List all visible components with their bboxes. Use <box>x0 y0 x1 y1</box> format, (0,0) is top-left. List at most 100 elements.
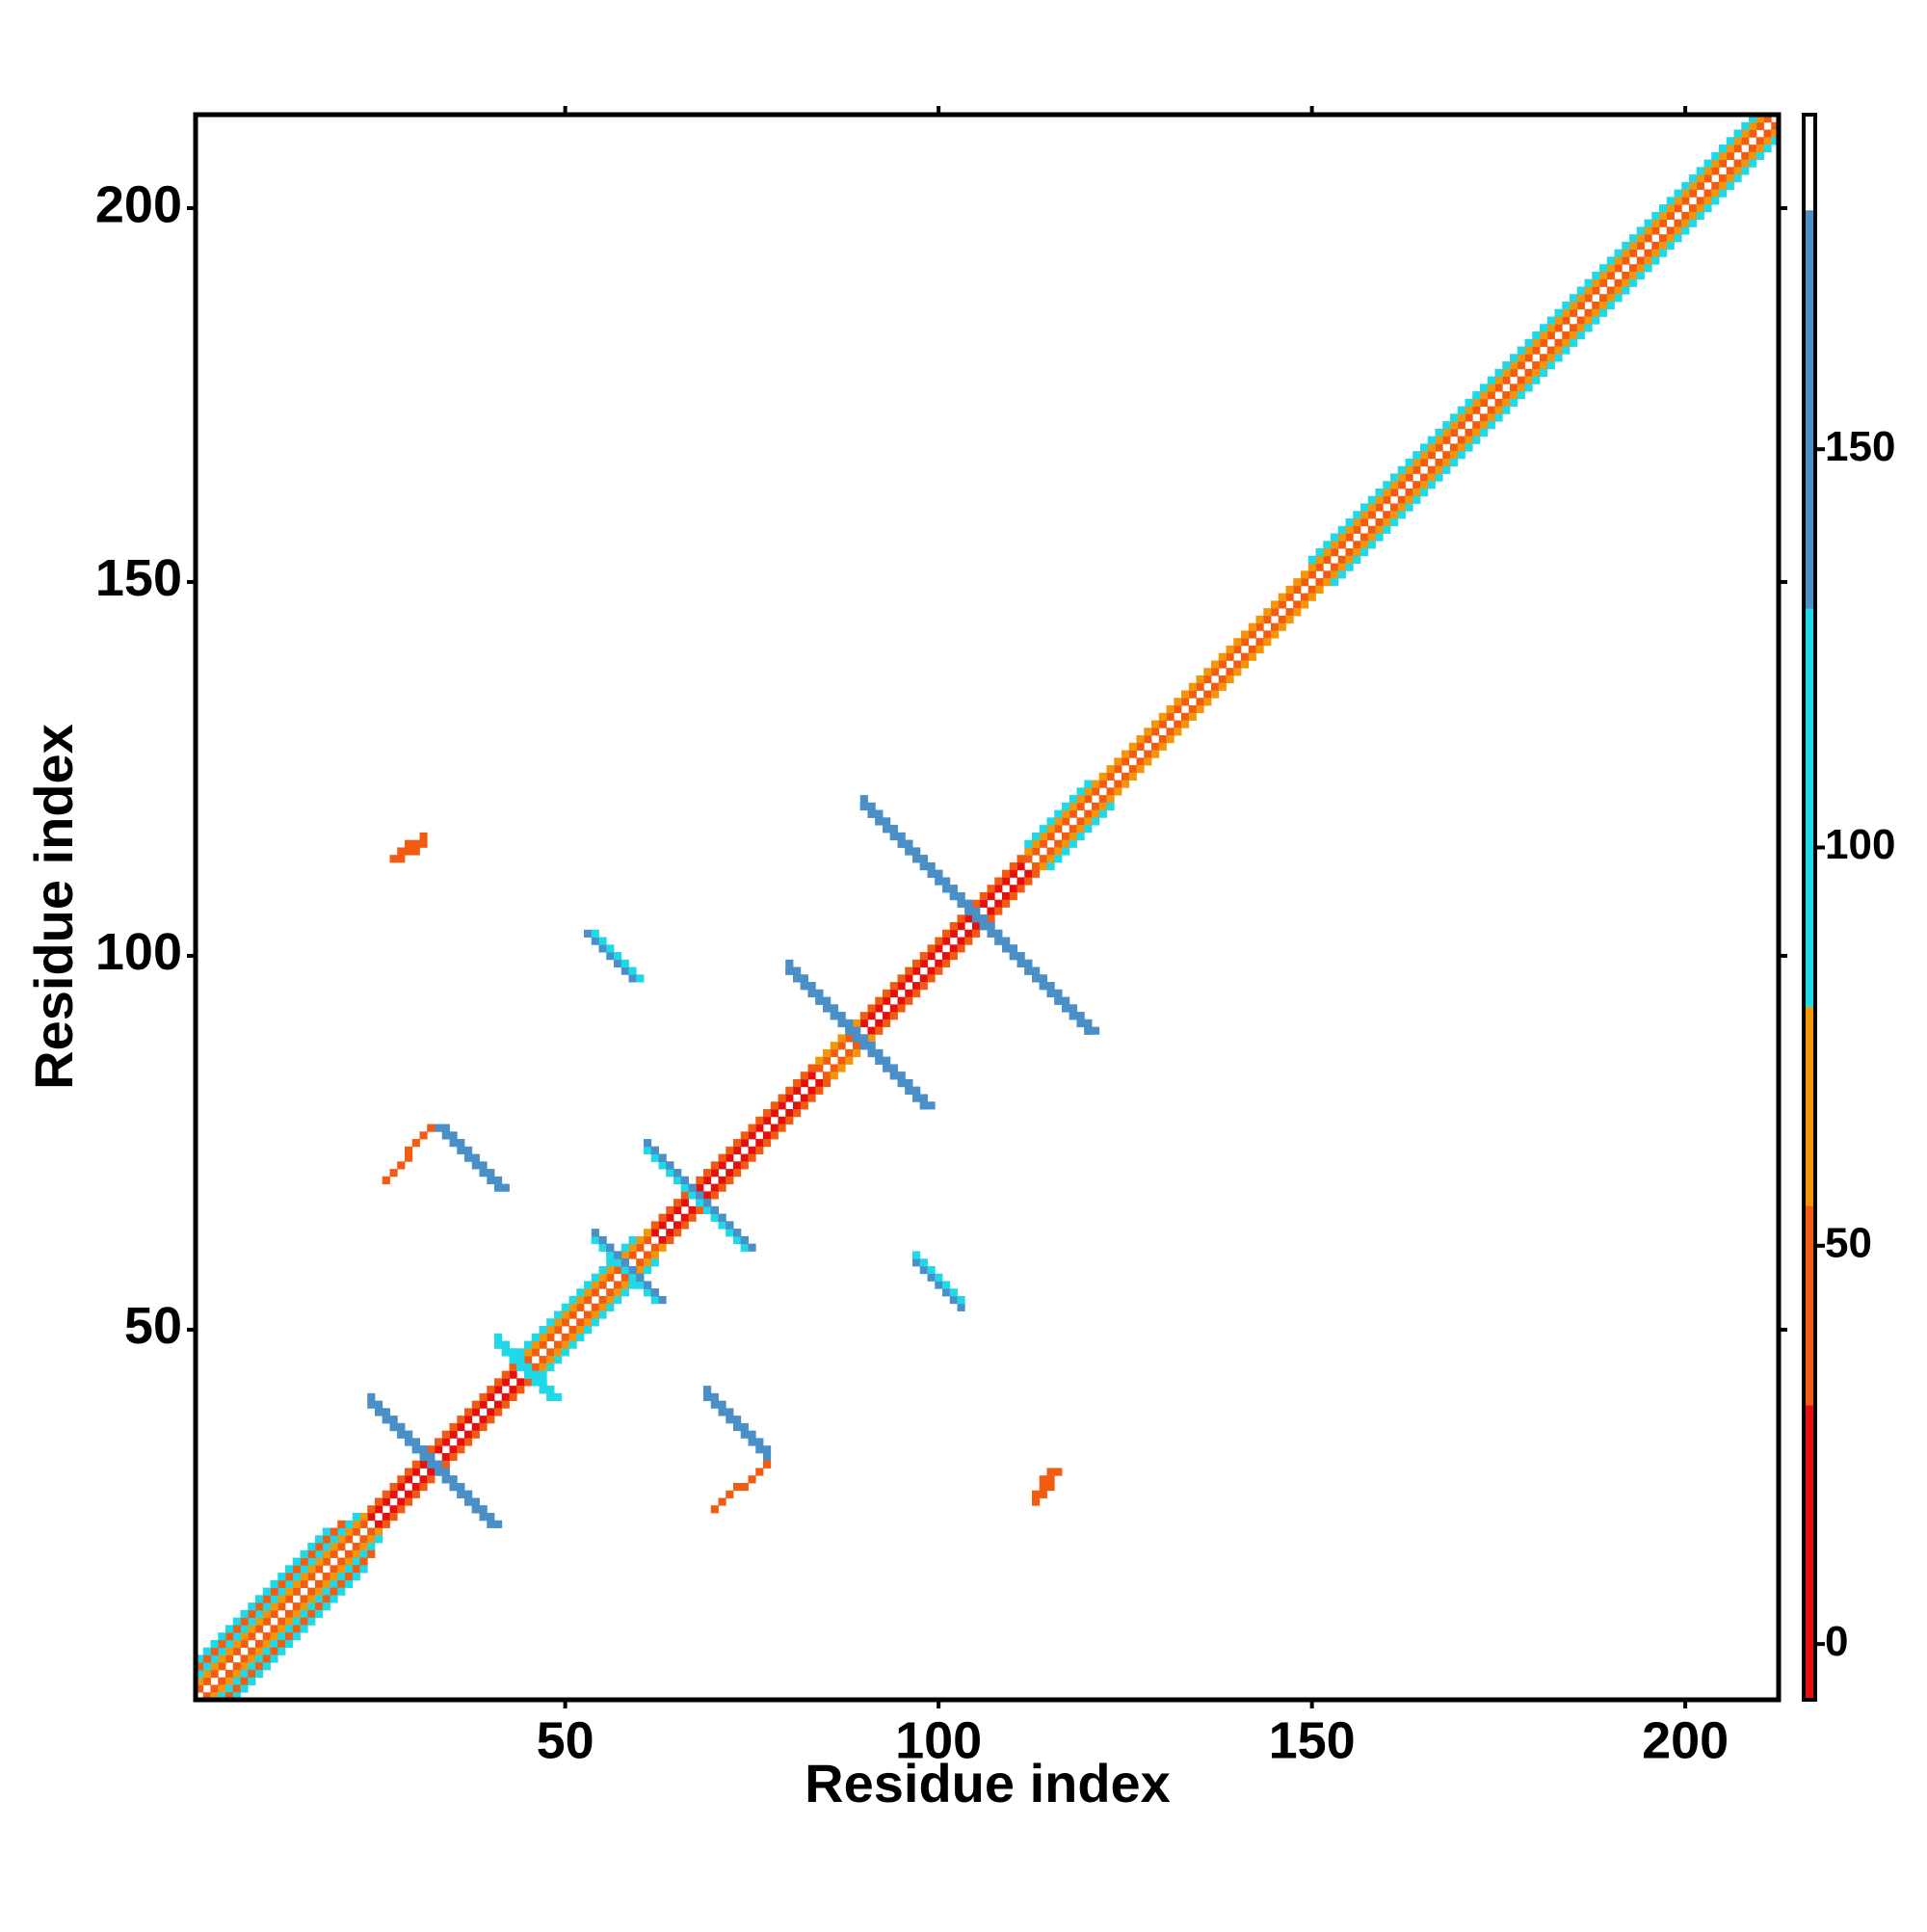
heatmap-cell <box>867 1034 876 1043</box>
heatmap-cell <box>666 1213 674 1222</box>
heatmap-cell <box>598 944 607 953</box>
heatmap-cell <box>942 885 951 893</box>
heatmap-cell <box>1353 555 1361 564</box>
heatmap-cell <box>1741 167 1750 175</box>
heatmap-cell <box>1659 241 1668 251</box>
heatmap-cell <box>1248 645 1256 654</box>
heatmap-cell <box>1062 817 1070 826</box>
heatmap-cell <box>650 1251 659 1259</box>
heatmap-cell <box>546 1392 555 1402</box>
heatmap-cell <box>1532 338 1541 347</box>
heatmap-cell <box>1570 294 1578 303</box>
heatmap-cell <box>1218 682 1227 691</box>
heatmap-cell <box>1337 570 1346 579</box>
heatmap-cell <box>561 1340 569 1349</box>
heatmap-cell <box>733 1169 742 1178</box>
heatmap-cell <box>614 1265 622 1275</box>
heatmap-cell <box>1203 690 1212 699</box>
heatmap-cell <box>1546 316 1555 325</box>
heatmap-cell <box>1644 249 1652 257</box>
heatmap-cell <box>568 1326 577 1335</box>
heatmap-cell <box>1203 698 1212 706</box>
heatmap-cell <box>1592 278 1600 287</box>
heatmap-cell <box>740 1235 749 1245</box>
heatmap-cell <box>300 1579 308 1589</box>
heatmap-cell <box>568 1333 577 1341</box>
heatmap-cell <box>411 1460 420 1469</box>
heatmap-cell <box>1211 682 1220 691</box>
heatmap-cell <box>1532 376 1541 384</box>
heatmap-cell <box>277 1579 286 1589</box>
heatmap-cell <box>1323 541 1332 549</box>
heatmap-cell <box>620 959 629 967</box>
heatmap-cell <box>307 1565 316 1574</box>
heatmap-cell <box>202 1669 211 1679</box>
heatmap-cell <box>509 1348 517 1357</box>
heatmap-cell <box>1719 189 1728 198</box>
heatmap-cell <box>800 1101 808 1110</box>
heatmap-cell <box>1599 294 1608 303</box>
heatmap-cell <box>957 944 965 953</box>
heatmap-cell <box>889 982 898 991</box>
heatmap-cell <box>1331 541 1339 549</box>
heatmap-cell <box>815 1086 824 1095</box>
heatmap-cell <box>1524 346 1533 355</box>
heatmap-cell <box>1009 861 1017 871</box>
heatmap-cell <box>330 1595 338 1603</box>
heatmap-cell <box>837 1042 846 1050</box>
heatmap-cell <box>1532 368 1541 377</box>
heatmap-cell <box>1442 421 1451 430</box>
heatmap-cell <box>859 1042 868 1050</box>
heatmap-cell <box>471 1430 480 1439</box>
heatmap-cell <box>1592 316 1600 325</box>
heatmap-cell <box>1636 264 1645 273</box>
heatmap-cell <box>1331 570 1339 579</box>
heatmap-cell <box>979 914 988 923</box>
heatmap-cell <box>1128 765 1137 774</box>
heatmap-cell <box>1472 406 1481 414</box>
heatmap-cell <box>210 1692 219 1701</box>
heatmap-cell <box>1144 750 1152 758</box>
heatmap-cell <box>1733 167 1742 175</box>
heatmap-cell <box>1554 316 1563 325</box>
heatmap-cell <box>554 1326 563 1335</box>
heatmap-cell <box>606 952 615 961</box>
heatmap-cell <box>1629 264 1638 273</box>
heatmap-cell <box>516 1386 525 1394</box>
heatmap-cell <box>441 1452 450 1462</box>
heatmap-cell <box>1696 197 1704 205</box>
heatmap-cell <box>972 914 981 923</box>
heatmap-cell <box>614 1281 622 1289</box>
heatmap-cell <box>740 1482 749 1492</box>
heatmap-cell <box>1703 197 1712 205</box>
heatmap-cell <box>322 1587 330 1596</box>
y-tick-label: 50 <box>124 1297 182 1355</box>
heatmap-cell <box>1719 174 1728 183</box>
heatmap-cell <box>1136 742 1145 751</box>
heatmap-cell <box>1412 451 1421 460</box>
heatmap-cell <box>411 839 420 848</box>
heatmap-cell <box>405 839 413 848</box>
heatmap-cell <box>1367 541 1376 549</box>
heatmap-cell <box>441 1475 450 1484</box>
heatmap-cell <box>1158 720 1167 728</box>
heatmap-cell <box>1711 189 1720 198</box>
heatmap-cell <box>606 1265 615 1275</box>
heatmap-cell <box>487 1169 495 1178</box>
heatmap-cell <box>1106 802 1115 811</box>
heatmap-cell <box>1622 278 1630 287</box>
heatmap-cell <box>554 1392 563 1402</box>
heatmap-cell <box>337 1527 346 1536</box>
heatmap-cell <box>1331 533 1339 542</box>
heatmap-cell <box>740 1153 749 1162</box>
heatmap-cell <box>620 1251 629 1259</box>
heatmap-cell <box>680 1221 689 1230</box>
heatmap-cell <box>912 959 921 967</box>
heatmap-cell <box>1524 338 1533 347</box>
heatmap-cell <box>755 1139 764 1148</box>
heatmap-cell <box>449 1475 458 1484</box>
heatmap-cell <box>509 1356 517 1364</box>
x-tick-label: 150 <box>1269 1711 1356 1769</box>
heatmap-cell <box>210 1684 219 1693</box>
heatmap-cell <box>1122 780 1130 788</box>
